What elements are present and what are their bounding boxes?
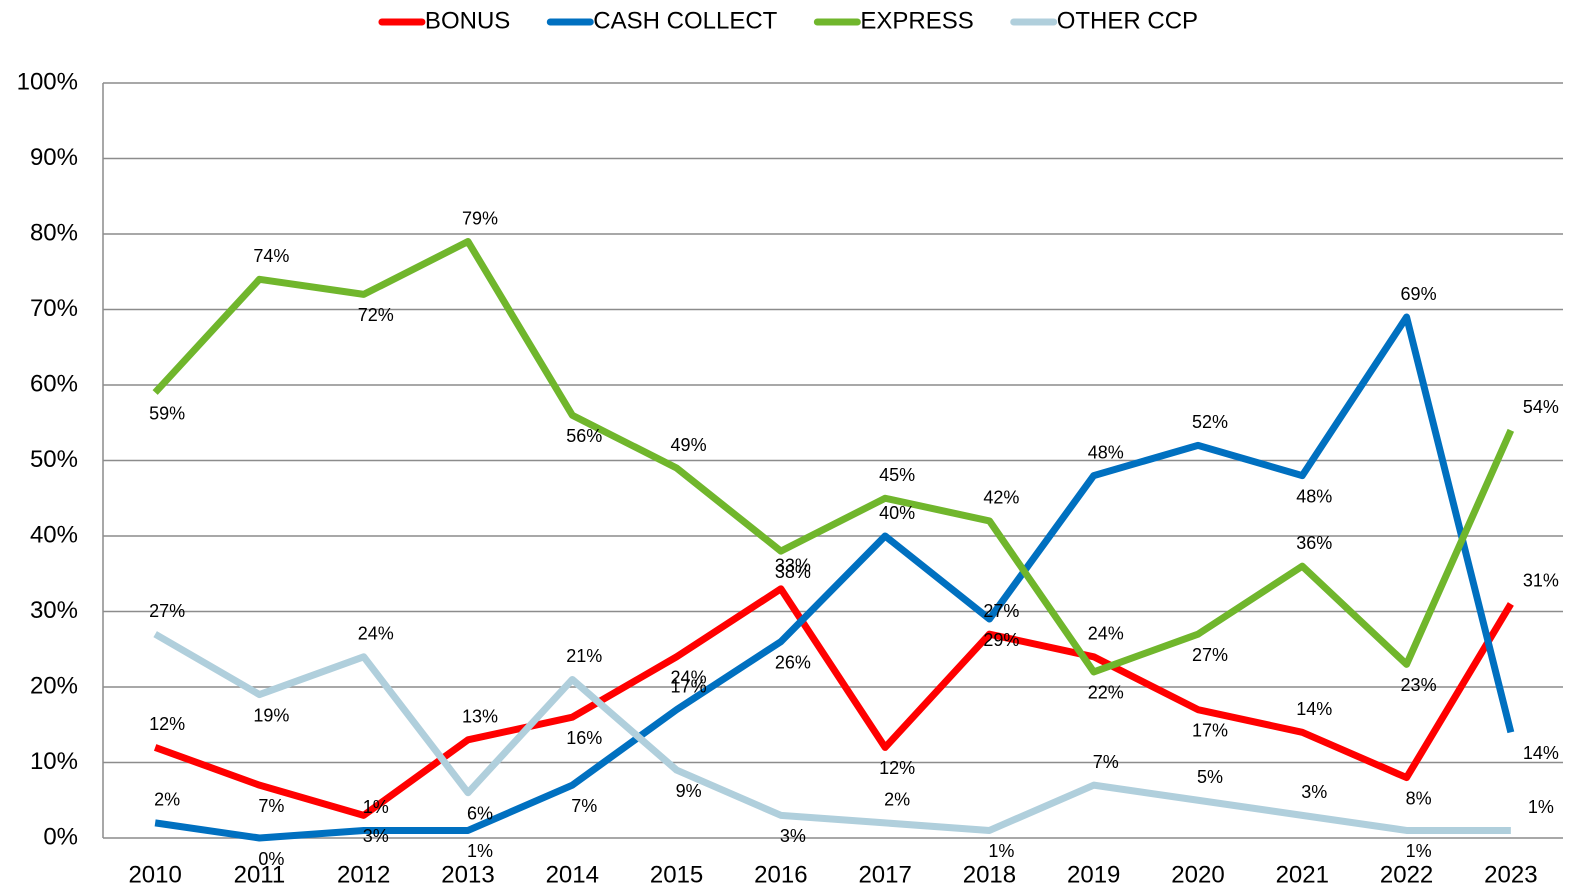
y-tick-label: 30%: [30, 597, 78, 624]
data-label: 1%: [1528, 797, 1554, 817]
data-label: 17%: [1192, 720, 1228, 740]
x-tick-label: 2021: [1276, 861, 1329, 888]
y-tick-label: 80%: [30, 219, 78, 246]
data-label: 9%: [676, 781, 702, 801]
x-tick-label: 2013: [441, 861, 494, 888]
data-label: 48%: [1088, 442, 1124, 462]
data-label: 54%: [1523, 397, 1559, 417]
data-label: 14%: [1296, 699, 1332, 719]
y-tick-label: 100%: [17, 68, 78, 95]
data-label: 3%: [363, 826, 389, 846]
y-tick-label: 70%: [30, 295, 78, 322]
data-label: 22%: [1088, 683, 1124, 703]
data-label: 24%: [358, 624, 394, 644]
data-label: 52%: [1192, 412, 1228, 432]
data-label: 38%: [775, 562, 811, 582]
data-label: 0%: [258, 849, 284, 869]
data-label: 1%: [363, 797, 389, 817]
x-tick-label: 2022: [1380, 861, 1433, 888]
y-tick-label: 50%: [30, 446, 78, 473]
data-label: 16%: [566, 728, 602, 748]
legend-label: BONUS: [425, 7, 510, 34]
data-label: 7%: [258, 796, 284, 816]
data-label: 56%: [566, 426, 602, 446]
data-label: 72%: [358, 305, 394, 325]
data-label: 33%: [775, 556, 811, 576]
series-line: [153, 631, 1511, 834]
x-tick-label: 2023: [1484, 861, 1537, 888]
legend-label: OTHER CCP: [1057, 7, 1198, 34]
data-label: 49%: [671, 435, 707, 455]
data-label: 14%: [1523, 743, 1559, 763]
data-label: 27%: [149, 601, 185, 621]
legend-label: CASH COLLECT: [593, 7, 777, 34]
data-label: 40%: [879, 503, 915, 523]
data-label: 2%: [884, 790, 910, 810]
data-label: 17%: [671, 676, 707, 696]
x-tick-label: 2016: [754, 861, 807, 888]
data-label: 45%: [879, 465, 915, 485]
data-label: 26%: [775, 652, 811, 672]
y-tick-label: 40%: [30, 521, 78, 548]
data-label: 74%: [253, 246, 289, 266]
y-tick-label: 0%: [43, 823, 78, 850]
data-label: 36%: [1296, 533, 1332, 553]
series-line: [153, 585, 1514, 819]
data-label: 8%: [1406, 788, 1432, 808]
data-label: 48%: [1296, 486, 1332, 506]
data-label: 29%: [983, 630, 1019, 650]
data-label: 2%: [154, 790, 180, 810]
x-tick-label: 2011: [234, 861, 286, 888]
x-tick-label: 2020: [1171, 861, 1224, 888]
data-label: 31%: [1523, 571, 1559, 591]
x-tick-label: 2014: [546, 861, 599, 888]
series-line: [152, 238, 1515, 676]
data-label: 12%: [149, 714, 185, 734]
data-label: 69%: [1401, 284, 1437, 304]
data-label: 27%: [1192, 645, 1228, 665]
data-label: 23%: [1401, 675, 1437, 695]
y-tick-label: 20%: [30, 672, 78, 699]
data-label: 5%: [1197, 767, 1223, 787]
data-label: 19%: [253, 705, 289, 725]
data-label: 24%: [1088, 624, 1124, 644]
x-tick-label: 2019: [1067, 861, 1120, 888]
data-label: 1%: [988, 841, 1014, 861]
x-tick-label: 2018: [963, 861, 1016, 888]
data-label: 27%: [983, 601, 1019, 621]
y-tick-label: 10%: [30, 748, 78, 775]
data-label: 13%: [462, 707, 498, 727]
x-tick-label: 2012: [337, 861, 390, 888]
data-label: 3%: [780, 826, 806, 846]
data-label: 79%: [462, 208, 498, 228]
data-label: 1%: [1406, 841, 1432, 861]
data-label: 24%: [671, 668, 707, 688]
series-line: [154, 313, 1515, 842]
data-label: 1%: [467, 841, 493, 861]
x-tick-label: 2015: [650, 861, 703, 888]
data-label: 7%: [571, 796, 597, 816]
data-label: 59%: [149, 403, 185, 423]
data-label: 3%: [1301, 782, 1327, 802]
y-tick-label: 60%: [30, 370, 78, 397]
legend-label: EXPRESS: [860, 7, 973, 34]
data-label: 12%: [879, 758, 915, 778]
x-tick-label: 2017: [858, 861, 911, 888]
x-tick-label: 2010: [128, 861, 181, 888]
data-label: 42%: [983, 488, 1019, 508]
data-label: 21%: [566, 646, 602, 666]
data-label: 6%: [467, 803, 493, 823]
legend: BONUS CASH COLLECT EXPRESS OTHER CCP: [378, 7, 1198, 34]
data-label: 7%: [1093, 752, 1119, 772]
y-tick-label: 90%: [30, 144, 78, 171]
